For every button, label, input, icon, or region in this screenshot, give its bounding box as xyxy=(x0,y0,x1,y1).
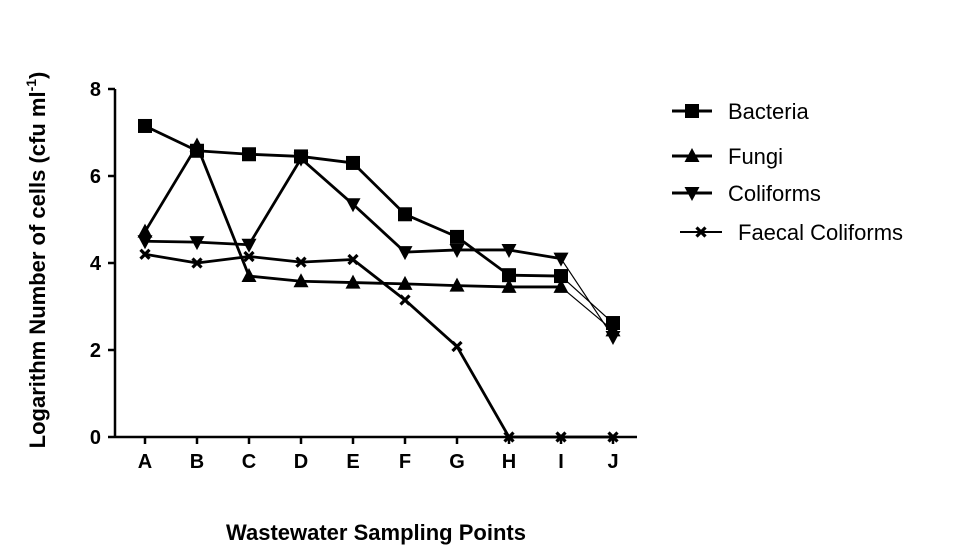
data-point xyxy=(449,243,465,258)
data-point xyxy=(295,256,307,268)
data-point xyxy=(449,277,465,292)
data-point xyxy=(241,268,257,283)
legend-label: Faecal Coliforms xyxy=(738,220,903,245)
series-coliforms xyxy=(137,152,621,345)
x-ticks: A B C D E F G H I J xyxy=(138,437,619,473)
y-tick-label: 6 xyxy=(90,166,101,188)
legend-label: Coliforms xyxy=(728,181,821,206)
data-point xyxy=(191,257,203,269)
series-bacteria xyxy=(138,118,620,331)
data-point xyxy=(345,274,361,289)
x-axis-title: Wastewater Sampling Points xyxy=(226,520,526,545)
y-axis-title-close: ) xyxy=(25,72,50,79)
data-point xyxy=(138,118,152,133)
x-tick-label: A xyxy=(138,451,152,473)
data-point xyxy=(554,269,568,284)
legend-marker xyxy=(684,148,700,162)
data-point xyxy=(345,198,361,213)
data-point xyxy=(189,236,205,251)
data-point xyxy=(398,207,412,222)
data-point xyxy=(451,340,463,353)
data-point xyxy=(502,268,516,283)
x-tick-label: B xyxy=(190,451,204,473)
y-axis-title: Logarithm Number of cells (cfu ml-1) xyxy=(23,72,50,449)
legend-label: Bacteria xyxy=(728,99,809,124)
series-line-tail xyxy=(560,286,614,331)
data-point xyxy=(397,246,413,261)
data-point xyxy=(347,253,359,266)
y-tick-label: 4 xyxy=(90,253,102,275)
x-tick-label: C xyxy=(242,451,256,473)
legend-item: Bacteria xyxy=(672,99,809,124)
data-point xyxy=(553,252,569,267)
x-tick-label: H xyxy=(502,451,516,473)
series-layer xyxy=(137,118,621,443)
legend-item: Coliforms xyxy=(672,181,821,206)
y-tick-label: 2 xyxy=(90,340,101,362)
data-point xyxy=(137,223,153,238)
data-point xyxy=(293,152,309,167)
x-tick-label: I xyxy=(558,451,564,473)
y-ticks: 0 2 4 6 8 xyxy=(90,79,115,449)
legend-marker xyxy=(685,104,699,118)
y-tick-label: 8 xyxy=(90,79,101,101)
series-faecal-coliforms xyxy=(139,248,619,443)
legend-item: Fungi xyxy=(672,144,783,169)
data-point xyxy=(397,275,413,290)
legend-marker xyxy=(695,226,707,238)
x-tick-label: E xyxy=(346,451,359,473)
series-line-tail xyxy=(560,275,614,324)
x-tick-label: D xyxy=(294,451,308,473)
y-axis-title-sup: -1 xyxy=(23,79,39,92)
data-point xyxy=(293,273,309,288)
series-line-tail xyxy=(560,258,614,338)
data-point xyxy=(242,147,256,162)
data-point xyxy=(503,431,515,443)
data-point xyxy=(137,235,153,250)
legend: Bacteria Fungi Coliforms Faecal Coliforms xyxy=(672,99,903,245)
y-tick-label: 0 xyxy=(90,427,101,449)
data-point xyxy=(605,330,621,345)
legend-item: Faecal Coliforms xyxy=(680,220,903,245)
data-point xyxy=(501,243,517,258)
data-point xyxy=(450,229,464,244)
x-tick-label: F xyxy=(399,451,411,473)
data-point xyxy=(501,278,517,293)
data-point xyxy=(555,431,567,443)
series-fungi xyxy=(137,137,621,337)
legend-label: Fungi xyxy=(728,144,783,169)
data-point xyxy=(243,250,255,263)
data-point xyxy=(346,155,360,170)
legend-marker xyxy=(684,187,700,201)
x-tick-label: J xyxy=(607,451,618,473)
y-axis-title-main: Logarithm Number of cells (cfu ml xyxy=(25,91,50,448)
data-point xyxy=(241,238,257,253)
data-point xyxy=(139,248,151,260)
data-point xyxy=(553,278,569,293)
data-point xyxy=(607,431,619,443)
x-tick-label: G xyxy=(449,451,465,473)
data-point xyxy=(399,294,411,306)
data-point xyxy=(189,137,205,152)
